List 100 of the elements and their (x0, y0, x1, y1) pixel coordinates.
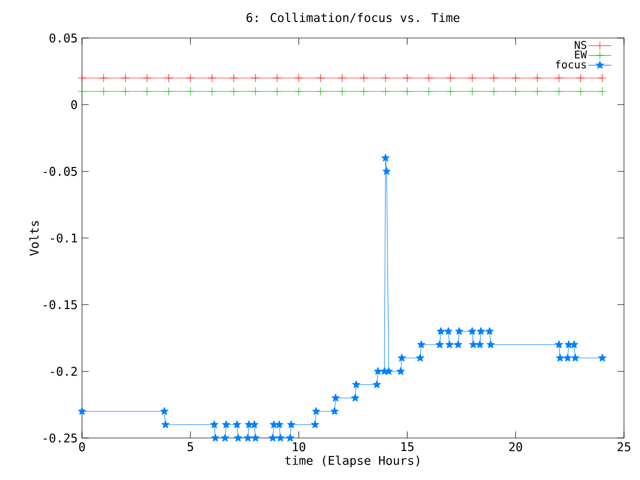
point (402, 74, 412, 82)
point (275, 420, 284, 428)
point (511, 74, 520, 82)
point (444, 327, 452, 335)
point (564, 354, 572, 362)
point (234, 434, 242, 442)
point (511, 87, 520, 96)
point (468, 74, 477, 82)
x-tick-label: 25 (618, 442, 630, 452)
point (486, 327, 494, 335)
point (310, 420, 320, 428)
point (570, 340, 578, 348)
point (554, 87, 564, 96)
y-tick-label: 0 (71, 100, 77, 110)
point (398, 354, 406, 362)
point (142, 74, 152, 82)
point (272, 74, 282, 82)
y-tick-label: -0.05 (44, 166, 77, 176)
point (476, 340, 484, 348)
point (338, 87, 346, 96)
point (352, 380, 360, 388)
point (250, 420, 258, 428)
point (294, 74, 304, 82)
point (381, 87, 390, 96)
y-tick-label: -0.1 (50, 233, 77, 243)
point (360, 74, 368, 82)
point (244, 420, 254, 428)
y-axis-title: Volts (29, 221, 39, 256)
point (598, 354, 606, 362)
point (554, 340, 564, 348)
point (244, 434, 252, 442)
point (222, 420, 230, 428)
point (164, 74, 173, 82)
point (468, 87, 477, 96)
point (270, 420, 278, 428)
point (211, 434, 220, 442)
point (490, 87, 498, 96)
point (338, 74, 346, 82)
point (251, 87, 260, 96)
point (454, 340, 462, 348)
point (576, 87, 585, 96)
x-axis-title: time (Elapse Hours) (285, 456, 420, 468)
x-tick-label: 20 (509, 442, 522, 452)
point (316, 74, 325, 82)
point (78, 74, 86, 82)
point (446, 74, 455, 82)
x-tick-label: 5 (188, 442, 194, 452)
point (417, 340, 426, 348)
point (330, 407, 339, 415)
point (121, 74, 130, 82)
point (78, 407, 86, 415)
point (424, 74, 434, 82)
point (99, 74, 108, 82)
point (232, 420, 242, 428)
point (229, 87, 238, 96)
point (372, 380, 381, 388)
point (272, 87, 282, 96)
point (374, 367, 382, 375)
point (382, 167, 391, 175)
point (445, 340, 454, 348)
point (268, 434, 277, 442)
x-tick-label: 0 (79, 442, 85, 452)
point (476, 327, 485, 335)
point (424, 87, 434, 96)
point (186, 87, 195, 96)
point (381, 74, 390, 82)
point (210, 420, 218, 428)
legend-label: NS (574, 40, 586, 49)
legend-label: EW (575, 50, 587, 58)
point (186, 74, 195, 82)
point (436, 340, 444, 348)
point (533, 87, 542, 96)
point (160, 407, 168, 415)
point (208, 74, 216, 82)
x-tick-label: 10 (293, 442, 306, 452)
point (468, 327, 476, 335)
point (384, 367, 393, 375)
point (381, 154, 390, 162)
point (99, 87, 108, 96)
point (360, 87, 368, 96)
legend-label: focus (556, 60, 586, 68)
point (446, 87, 455, 96)
point (598, 74, 607, 82)
point (221, 434, 230, 442)
point (564, 340, 573, 348)
point (286, 434, 294, 442)
point (276, 434, 284, 442)
point (416, 354, 424, 362)
y-tick-label: -0.15 (44, 300, 77, 310)
point (554, 74, 564, 82)
y-tick-label: 0.05 (50, 33, 77, 43)
point (598, 87, 607, 96)
point (251, 434, 260, 442)
point (251, 74, 260, 82)
point (402, 87, 412, 96)
x-tick-label: 15 (401, 442, 414, 452)
point (332, 394, 340, 402)
point (351, 394, 360, 402)
point (287, 420, 296, 428)
y-tick-label: -0.2 (50, 366, 77, 376)
